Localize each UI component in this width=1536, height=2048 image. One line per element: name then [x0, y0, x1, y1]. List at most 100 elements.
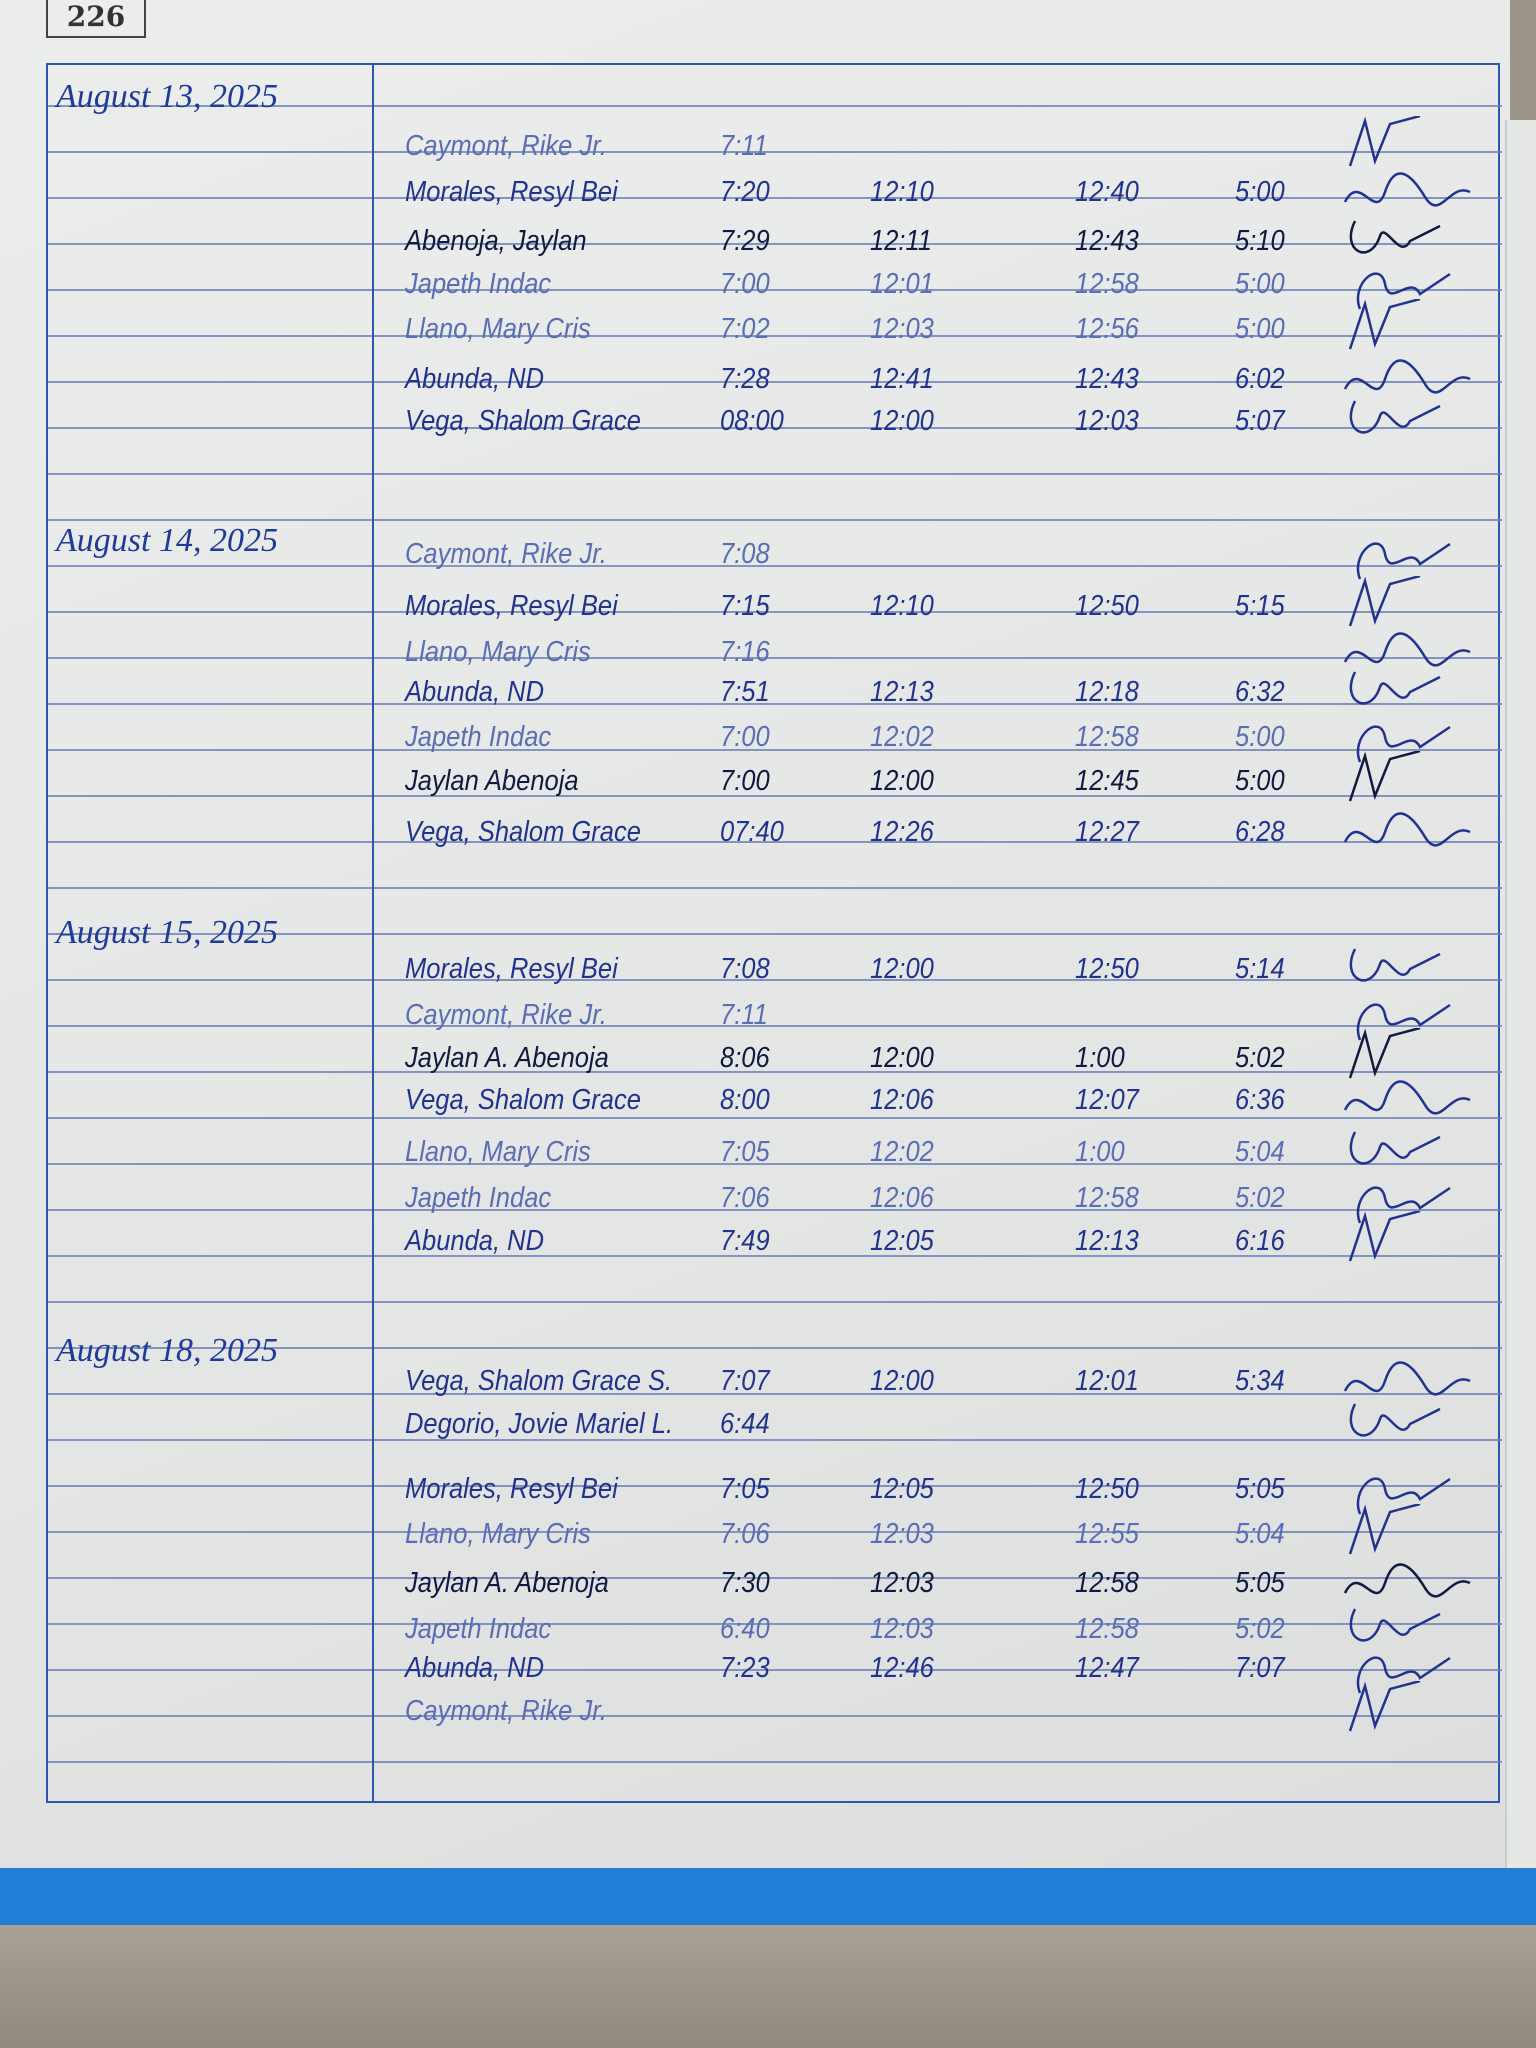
entry-name: Morales, Resyl Bei	[405, 953, 618, 985]
time-in-am: 7:16	[720, 636, 770, 668]
time-in-am: 7:49	[720, 1225, 770, 1257]
entry-name: Caymont, Rike Jr.	[405, 130, 607, 162]
entry-name: Abunda, ND	[405, 363, 545, 395]
time-in-pm: 12:47	[1075, 1652, 1139, 1684]
ruled-line	[48, 243, 1502, 245]
time-in-am: 7:06	[720, 1518, 770, 1550]
time-in-pm: 12:56	[1075, 313, 1139, 345]
time-in-pm: 1:00	[1075, 1042, 1125, 1074]
signature	[1349, 1131, 1441, 1165]
time-in-am: 7:07	[720, 1365, 770, 1397]
ruled-line	[48, 1301, 1502, 1303]
time-in-am: 8:06	[720, 1042, 770, 1074]
entry-name: Llano, Mary Cris	[405, 1518, 591, 1550]
time-out-pm: 5:15	[1235, 590, 1285, 622]
time-in-am: 7:06	[720, 1182, 770, 1214]
entry-name: Caymont, Rike Jr.	[405, 999, 607, 1031]
time-in-am: 7:30	[720, 1567, 770, 1599]
time-out-am: 12:03	[870, 1567, 934, 1599]
time-out-am: 12:13	[870, 676, 934, 708]
time-out-am: 12:05	[870, 1473, 934, 1505]
ruled-line	[48, 289, 1502, 291]
entry-name: Abenoja, Jaylan	[405, 225, 587, 257]
ruled-line	[48, 749, 1502, 751]
entry-name: Llano, Mary Cris	[405, 636, 591, 668]
entry-name: Japeth Indac	[405, 721, 552, 753]
time-in-pm: 12:43	[1075, 225, 1139, 257]
signature	[1348, 299, 1421, 350]
entry-name: Vega, Shalom Grace S.	[405, 1365, 673, 1397]
signature	[1343, 1563, 1471, 1598]
ruled-line	[48, 1715, 1502, 1717]
entry-name: Japeth Indac	[405, 1182, 552, 1214]
ruled-line	[48, 519, 1502, 521]
entry-name: Morales, Resyl Bei	[405, 590, 618, 622]
ruled-line	[48, 979, 1502, 981]
time-in-pm: 12:18	[1075, 676, 1139, 708]
time-out-am: 12:26	[870, 816, 934, 848]
time-in-pm: 12:03	[1075, 405, 1139, 437]
time-in-am: 7:00	[720, 765, 770, 797]
ruled-line	[48, 565, 1502, 567]
time-out-am: 12:02	[870, 1136, 934, 1168]
signature	[1348, 1681, 1421, 1732]
time-out-pm: 5:04	[1235, 1518, 1285, 1550]
entry-name: Morales, Resyl Bei	[405, 1473, 618, 1505]
time-out-pm: 5:34	[1235, 1365, 1285, 1397]
time-in-pm: 1:00	[1075, 1136, 1125, 1168]
signature	[1356, 1477, 1451, 1515]
time-out-pm: 5:02	[1235, 1613, 1285, 1645]
ruled-line	[48, 1209, 1502, 1211]
entry-name: Japeth Indac	[405, 1613, 552, 1645]
time-out-pm: 5:04	[1235, 1136, 1285, 1168]
entry-name: Vega, Shalom Grace	[405, 816, 641, 848]
signature	[1356, 1003, 1451, 1041]
signature	[1356, 542, 1451, 580]
time-out-am: 12:05	[870, 1225, 934, 1257]
time-in-am: 7:00	[720, 721, 770, 753]
ruled-line	[48, 1117, 1502, 1119]
ruled-line	[48, 887, 1502, 889]
time-in-am: 07:40	[720, 816, 784, 848]
time-in-am: 7:11	[720, 999, 768, 1031]
attendance-table	[46, 63, 1502, 1803]
signature	[1343, 1080, 1471, 1115]
time-in-pm: 12:13	[1075, 1225, 1139, 1257]
time-in-am: 7:20	[720, 176, 770, 208]
time-in-am: 7:29	[720, 225, 770, 257]
signature	[1343, 1361, 1471, 1396]
time-out-pm: 6:16	[1235, 1225, 1285, 1257]
ruled-line	[48, 1347, 1502, 1349]
signature	[1349, 671, 1441, 705]
time-in-am: 7:23	[720, 1652, 770, 1684]
time-out-pm: 7:07	[1235, 1652, 1285, 1684]
time-in-pm: 12:50	[1075, 590, 1139, 622]
entry-name: Vega, Shalom Grace	[405, 405, 641, 437]
signature	[1356, 1656, 1451, 1694]
entry-name: Jaylan A. Abenoja	[405, 1042, 609, 1074]
time-in-am: 7:08	[720, 953, 770, 985]
time-in-am: 7:08	[720, 538, 770, 570]
entry-name: Jaylan Abenoja	[405, 765, 579, 797]
column-divider	[372, 63, 374, 1803]
time-out-pm: 5:05	[1235, 1567, 1285, 1599]
ruled-line	[48, 1577, 1502, 1579]
time-out-pm: 5:02	[1235, 1182, 1285, 1214]
ruled-line	[48, 151, 1502, 153]
entry-name: Caymont, Rike Jr.	[405, 1695, 607, 1727]
time-out-am: 12:01	[870, 268, 934, 300]
time-in-pm: 12:07	[1075, 1084, 1139, 1116]
entry-name: Abunda, ND	[405, 676, 545, 708]
ruled-line	[48, 427, 1502, 429]
entry-name: Degorio, Jovie Mariel L.	[405, 1408, 674, 1440]
time-in-am: 6:40	[720, 1613, 770, 1645]
time-in-am: 08:00	[720, 405, 784, 437]
time-out-pm: 6:36	[1235, 1084, 1285, 1116]
signature	[1349, 1403, 1441, 1437]
signature	[1348, 1211, 1421, 1262]
time-out-pm: 5:00	[1235, 313, 1285, 345]
time-out-pm: 5:00	[1235, 176, 1285, 208]
time-in-am: 7:05	[720, 1473, 770, 1505]
entry-name: Abunda, ND	[405, 1225, 545, 1257]
time-in-am: 7:51	[720, 676, 770, 708]
